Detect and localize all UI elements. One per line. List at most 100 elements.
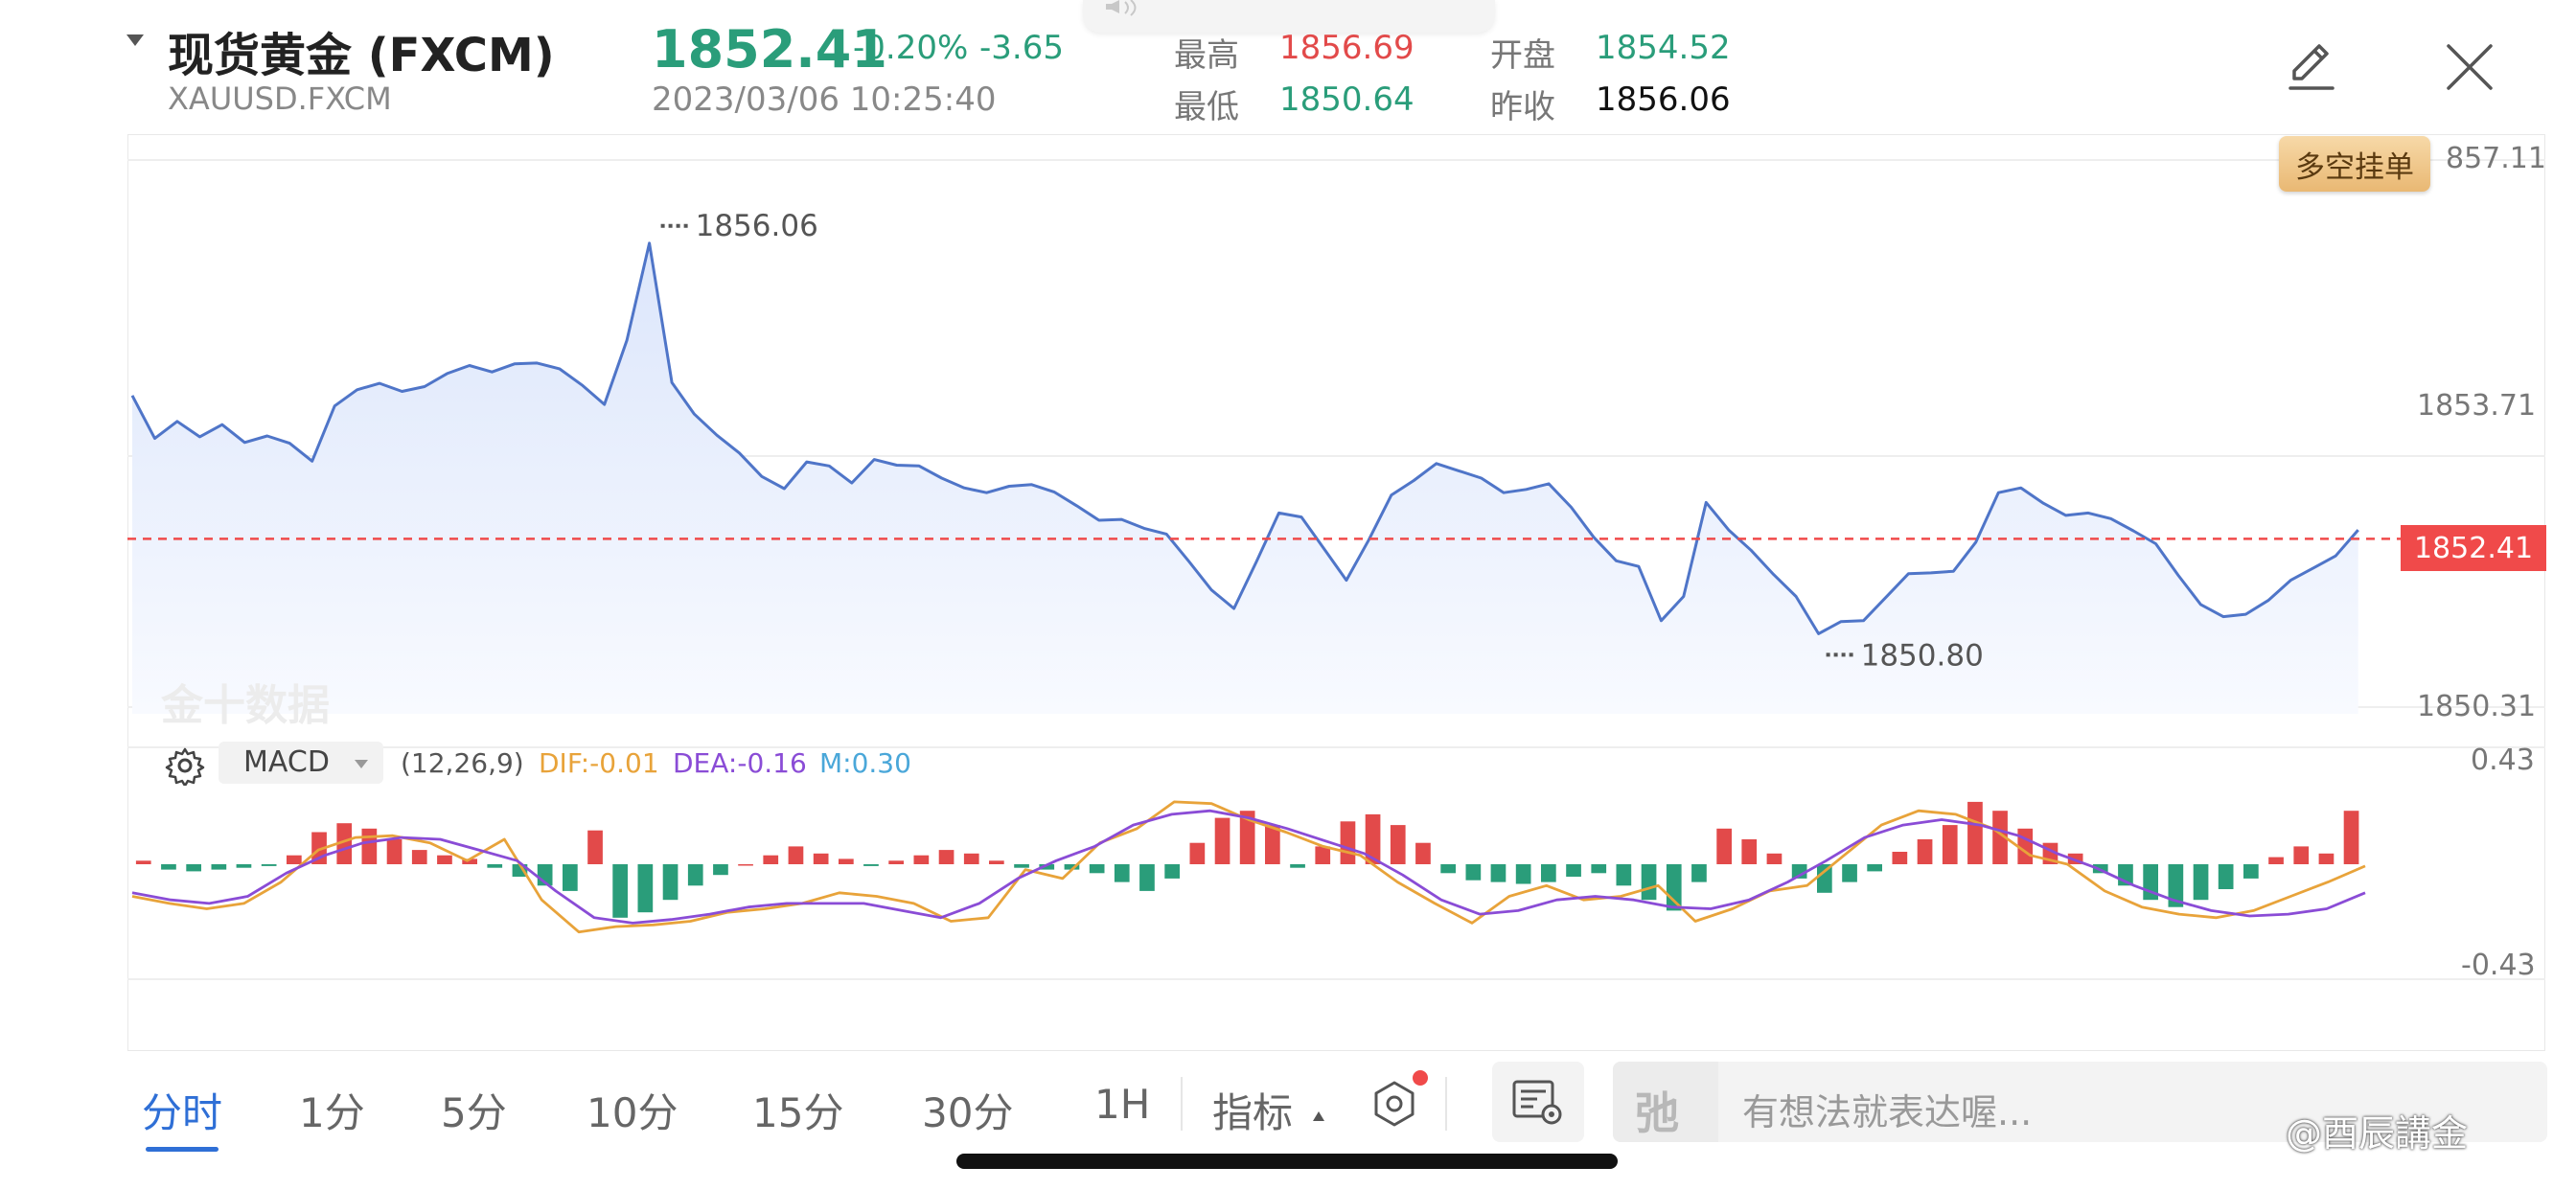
macd-bar — [612, 864, 628, 918]
macd-bar — [1490, 864, 1506, 882]
macd-bar — [1365, 813, 1381, 864]
watermark-logo: 金十数据 — [161, 681, 330, 730]
macd-bar — [713, 864, 728, 876]
macd-bar — [1515, 864, 1531, 884]
open-label: 开盘 — [1490, 36, 1555, 75]
max-price-annotation: 1856.06 — [696, 209, 818, 243]
gear-icon[interactable] — [165, 745, 205, 786]
macd-bar — [261, 864, 277, 866]
comment-placeholder: 有想法就表达喔... — [1742, 1091, 2033, 1133]
macd-bar — [2318, 853, 2334, 864]
macd-bar — [563, 864, 578, 891]
long-short-order-button[interactable]: 多空挂单 — [2279, 136, 2430, 192]
macd-bar — [2343, 811, 2359, 864]
macd-bar — [487, 864, 503, 868]
active-tab-indicator — [146, 1147, 218, 1152]
macd-bar — [1164, 864, 1180, 879]
macd-bar — [1014, 864, 1029, 868]
macd-bar — [1817, 864, 1832, 893]
macd-m-value: M:0.30 — [819, 747, 911, 779]
comment-input[interactable] — [1613, 1062, 2547, 1142]
macd-bar — [938, 850, 954, 864]
chart-canvas[interactable]: 1856.06 1850.80 — [127, 134, 2545, 1051]
comment-logo-bg — [1613, 1062, 1718, 1142]
macd-bar — [2293, 846, 2310, 864]
notification-dot — [1413, 1070, 1428, 1086]
macd-bar — [888, 860, 904, 864]
tab-5min[interactable]: 5分 — [441, 1089, 507, 1136]
pencil-icon[interactable] — [2281, 34, 2342, 96]
macd-bar — [1591, 864, 1607, 874]
y-axis-top-label: 857.11 — [2446, 142, 2546, 175]
last-price: 1852.41 — [652, 19, 887, 80]
instrument-title[interactable]: 现货黄金 (FXCM) — [168, 29, 555, 82]
macd-bar — [1566, 864, 1581, 877]
macd-bar — [1239, 811, 1255, 864]
toolbar-divider — [1181, 1077, 1183, 1131]
macd-bar — [336, 823, 353, 864]
macd-bar — [1089, 864, 1105, 874]
macd-bar — [963, 853, 979, 864]
chevron-down-icon — [355, 760, 368, 768]
tab-10min[interactable]: 10分 — [586, 1089, 678, 1136]
macd-bar — [1189, 842, 1206, 864]
macd-bar — [637, 864, 654, 913]
macd-bar — [788, 846, 804, 864]
indicator-name: MACD — [243, 745, 330, 779]
title-dropdown-caret-icon[interactable] — [126, 34, 144, 46]
macd-bar — [1541, 864, 1556, 882]
news-settings-icon — [1512, 1080, 1562, 1125]
tab-timeshare[interactable]: 分时 — [142, 1089, 223, 1136]
macd-bar — [287, 855, 302, 864]
macd-dea-value: DEA:-0.16 — [673, 747, 807, 779]
macd-bar — [587, 830, 603, 864]
high-label: 最高 — [1174, 36, 1239, 75]
macd-bar — [236, 864, 252, 868]
price-line — [130, 241, 2359, 635]
macd-bar — [913, 855, 930, 864]
macd-bar — [211, 864, 227, 870]
min-price-annotation: 1850.80 — [1861, 638, 1984, 673]
macd-bar — [1942, 825, 1958, 864]
tab-1h[interactable]: 1H — [1094, 1081, 1151, 1128]
tab-30min[interactable]: 30分 — [922, 1089, 1014, 1136]
tab-1min[interactable]: 1分 — [299, 1089, 365, 1136]
tab-15min[interactable]: 15分 — [752, 1089, 844, 1136]
macd-bar — [186, 864, 201, 872]
close-icon[interactable] — [2439, 36, 2500, 98]
macd-bar — [1641, 864, 1657, 901]
macd-bar — [1741, 839, 1758, 864]
macd-bar — [989, 860, 1004, 864]
open-value: 1854.52 — [1596, 29, 1731, 67]
macd-dea-line — [131, 809, 2366, 925]
audio-tab[interactable] — [1083, 0, 1495, 33]
macd-bar — [1691, 864, 1707, 882]
y-axis-bottom-label: 1850.31 — [2417, 690, 2537, 723]
macd-bar — [839, 858, 854, 864]
macd-bar — [2168, 864, 2184, 907]
macd-axis-bottom-label: -0.43 — [2461, 949, 2536, 982]
macd-bar — [1967, 801, 1983, 864]
macd-bar — [1716, 828, 1732, 864]
macd-bar — [437, 855, 452, 864]
macd-bar — [1892, 852, 1908, 864]
macd-bar — [386, 839, 402, 864]
macd-bar — [763, 855, 779, 864]
macd-bar — [462, 858, 477, 864]
prev-close-label: 昨收 — [1490, 88, 1555, 126]
macd-bar — [662, 864, 678, 901]
macd-bar — [1766, 853, 1782, 864]
high-value: 1856.69 — [1279, 29, 1414, 67]
macd-bar — [1214, 817, 1230, 864]
macd-bar — [863, 864, 879, 866]
watermark-credit: @酉辰講金 — [2286, 1112, 2469, 1155]
macd-bar — [1666, 864, 1682, 911]
macd-bar — [2193, 864, 2209, 901]
indicators-menu[interactable]: 指标 — [1212, 1089, 1294, 1136]
y-axis-mid-label: 1853.71 — [2417, 389, 2537, 423]
hexagon-settings-icon[interactable] — [1368, 1078, 1420, 1130]
macd-bar — [1616, 864, 1632, 886]
speaker-icon[interactable] — [1102, 0, 1144, 21]
news-button[interactable] — [1492, 1062, 1584, 1142]
quote-datetime: 2023/03/06 10:25:40 — [652, 80, 997, 119]
